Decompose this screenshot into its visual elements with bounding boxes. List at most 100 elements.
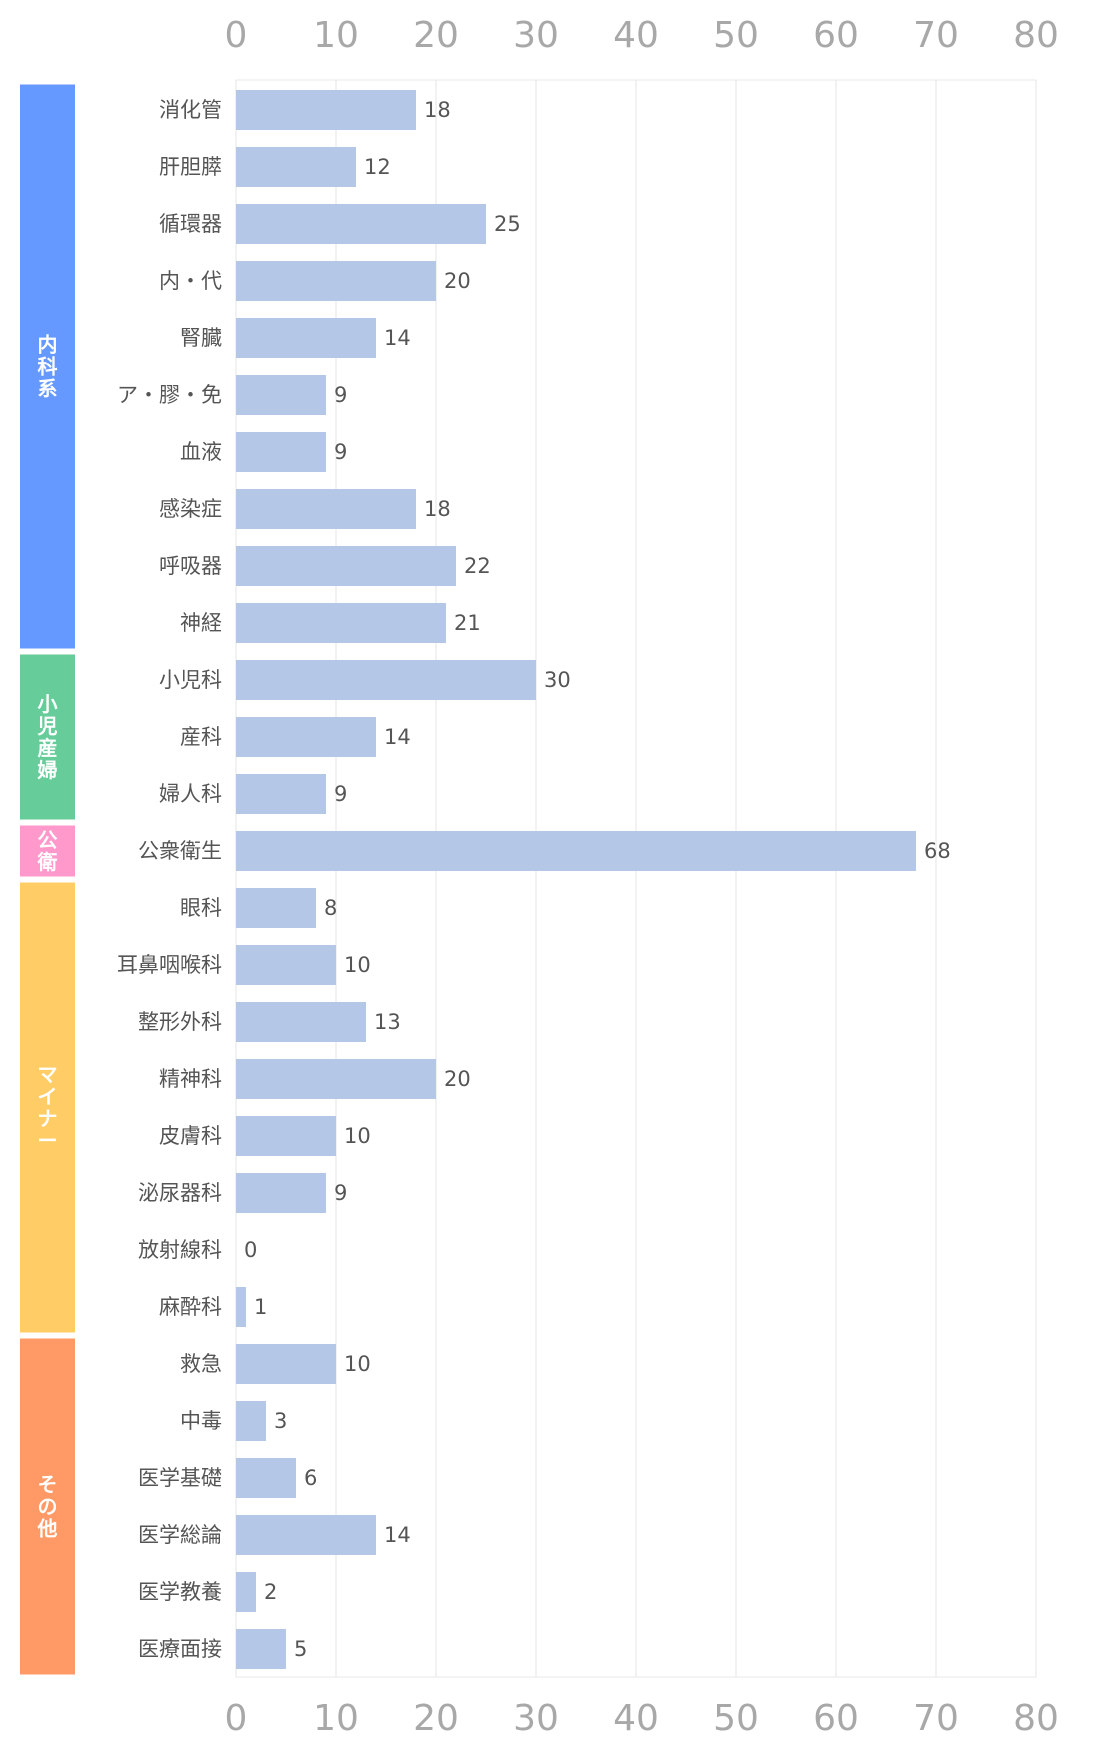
- bar: [236, 489, 416, 529]
- category-label: 産科: [180, 725, 222, 749]
- bar: [236, 774, 326, 814]
- category-labels: 消化管肝胆膵循環器内・代腎臓ア・膠・免血液感染症呼吸器神経小児科産科婦人科公衆衛…: [117, 98, 222, 1661]
- data-label: 12: [364, 155, 391, 179]
- category-label: 眼科: [180, 896, 222, 920]
- category-label: 医学基礎: [138, 1466, 222, 1490]
- data-label: 22: [464, 554, 491, 578]
- bar: [236, 1002, 366, 1042]
- data-label: 5: [294, 1637, 307, 1661]
- data-label: 6: [304, 1466, 317, 1490]
- bar: [236, 1401, 266, 1441]
- data-label: 10: [344, 953, 371, 977]
- group-band: [20, 84, 75, 649]
- bar: [236, 1515, 376, 1555]
- data-label: 20: [444, 1067, 471, 1091]
- data-label: 10: [344, 1352, 371, 1376]
- data-label: 10: [344, 1124, 371, 1148]
- category-label: 皮膚科: [159, 1124, 222, 1148]
- group-label: 内科系: [38, 333, 58, 401]
- bar: [236, 1059, 436, 1099]
- x-tick-label-bottom: 20: [413, 1698, 459, 1739]
- bar: [236, 90, 416, 130]
- category-label: 循環器: [159, 212, 222, 236]
- x-tick-label-bottom: 70: [913, 1698, 959, 1739]
- x-tick-label-bottom: 80: [1013, 1698, 1059, 1739]
- category-label: 医療面接: [138, 1637, 222, 1661]
- category-label: 消化管: [159, 98, 222, 122]
- bar: [236, 1173, 326, 1213]
- group-band: [20, 825, 75, 877]
- bar: [236, 603, 446, 643]
- category-label: 公衆衛生: [138, 839, 222, 863]
- bar: [236, 147, 356, 187]
- group-label: その他: [37, 1473, 58, 1541]
- bar: [236, 831, 916, 871]
- data-label: 9: [334, 440, 347, 464]
- bar: [236, 261, 436, 301]
- data-label: 25: [494, 212, 521, 236]
- category-label: 感染症: [159, 497, 222, 521]
- bar: [236, 888, 316, 928]
- x-tick-label-top: 50: [713, 15, 759, 56]
- x-tick-label-bottom: 10: [313, 1698, 359, 1739]
- category-label: 婦人科: [159, 782, 222, 806]
- category-label: ア・膠・免: [117, 383, 222, 407]
- x-tick-label-top: 0: [225, 15, 248, 56]
- x-axis-bottom: 0 10 20 30 40 50 60 70 80: [225, 1698, 1059, 1739]
- category-label: 泌尿器科: [138, 1181, 222, 1205]
- category-label: 内・代: [159, 269, 222, 293]
- data-label: 30: [544, 668, 571, 692]
- data-label: 68: [924, 839, 951, 863]
- bar: [236, 1458, 296, 1498]
- bar: [236, 204, 486, 244]
- category-label: 耳鼻咽喉科: [117, 953, 222, 977]
- bar: [236, 432, 326, 472]
- category-label: 医学総論: [138, 1523, 222, 1547]
- bar: [236, 1116, 336, 1156]
- x-tick-label-bottom: 40: [613, 1698, 659, 1739]
- data-label: 9: [334, 1181, 347, 1205]
- data-label: 9: [334, 383, 347, 407]
- group-label: 公衛: [37, 828, 58, 874]
- data-label: 13: [374, 1010, 401, 1034]
- category-label: 肝胆膵: [159, 155, 222, 179]
- group-band: [20, 882, 75, 1333]
- category-label: 医学教養: [138, 1580, 222, 1604]
- data-label: 14: [384, 326, 411, 350]
- x-tick-label-top: 10: [313, 15, 359, 56]
- data-label: 8: [324, 896, 337, 920]
- bar: [236, 1629, 286, 1669]
- x-tick-label-bottom: 50: [713, 1698, 759, 1739]
- category-label: 神経: [180, 611, 222, 635]
- group-band: [20, 654, 75, 820]
- bar: [236, 1344, 336, 1384]
- bar: [236, 1572, 256, 1612]
- category-label: 腎臓: [180, 326, 222, 350]
- category-label: 救急: [180, 1352, 222, 1376]
- category-label: 精神科: [159, 1067, 222, 1091]
- x-tick-label-top: 70: [913, 15, 959, 56]
- x-tick-label-bottom: 0: [225, 1698, 248, 1739]
- bar: [236, 717, 376, 757]
- x-tick-label-top: 40: [613, 15, 659, 56]
- category-label: 麻酔科: [159, 1295, 222, 1319]
- category-label: 中毒: [180, 1409, 222, 1433]
- data-label: 18: [424, 98, 451, 122]
- category-label: 血液: [180, 440, 222, 464]
- group-band: [20, 1338, 75, 1675]
- category-label: 放射線科: [138, 1238, 222, 1262]
- x-tick-label-bottom: 60: [813, 1698, 859, 1739]
- category-label: 整形外科: [138, 1010, 222, 1034]
- bar: [236, 546, 456, 586]
- x-tick-label-top: 20: [413, 15, 459, 56]
- data-label: 14: [384, 725, 411, 749]
- x-tick-label-bottom: 30: [513, 1698, 559, 1739]
- bars: [236, 90, 916, 1669]
- value-labels: 1812252014991822213014968810132010901103…: [244, 98, 951, 1661]
- data-label: 14: [384, 1523, 411, 1547]
- group-label: マイナー: [38, 1063, 58, 1153]
- x-tick-label-top: 60: [813, 15, 859, 56]
- data-label: 1: [254, 1295, 267, 1319]
